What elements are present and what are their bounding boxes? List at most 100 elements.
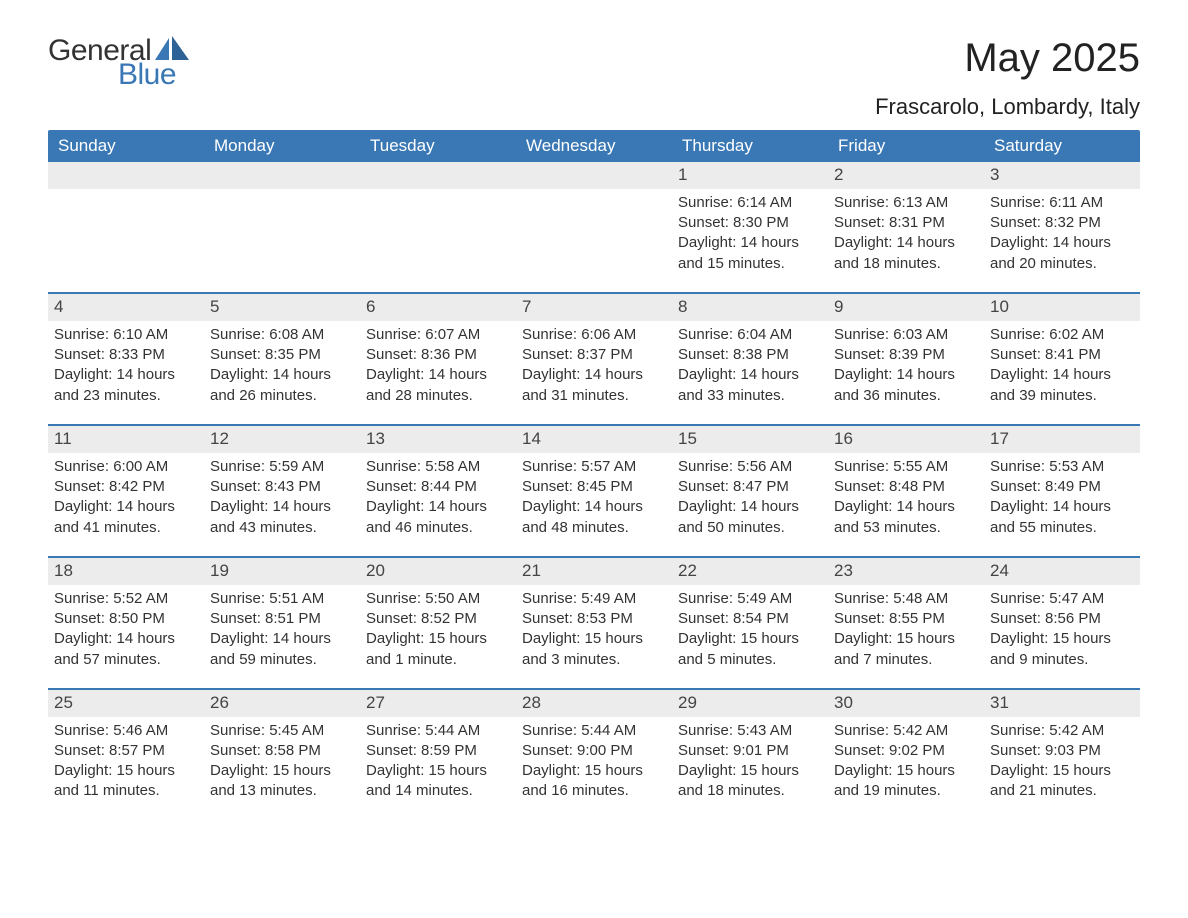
sunrise-line: Sunrise: 6:08 AM bbox=[210, 325, 352, 345]
day-number: 4 bbox=[48, 294, 204, 321]
calendar-cell: 25Sunrise: 5:46 AMSunset: 8:57 PMDayligh… bbox=[48, 688, 204, 820]
sunset-line: Sunset: 8:56 PM bbox=[990, 609, 1132, 629]
calendar-cell: 27Sunrise: 5:44 AMSunset: 8:59 PMDayligh… bbox=[360, 688, 516, 820]
day-number: 6 bbox=[360, 294, 516, 321]
sunrise-line: Sunrise: 5:55 AM bbox=[834, 457, 976, 477]
calendar-cell: 6 Sunrise: 6:07 AMSunset: 8:36 PMDaylight… bbox=[360, 292, 516, 424]
day-number: 1 bbox=[672, 162, 828, 189]
sunset-line: Sunset: 8:44 PM bbox=[366, 477, 508, 497]
daylight-line-1: Daylight: 15 hours bbox=[522, 629, 664, 649]
sunrise-line: Sunrise: 5:47 AM bbox=[990, 589, 1132, 609]
calendar-cell: 20Sunrise: 5:50 AMSunset: 8:52 PMDayligh… bbox=[360, 556, 516, 688]
day-number bbox=[204, 162, 360, 189]
daylight-line-1: Daylight: 14 hours bbox=[990, 497, 1132, 517]
daylight-line-2: and 36 minutes. bbox=[834, 386, 976, 406]
calendar-cell: 21Sunrise: 5:49 AMSunset: 8:53 PMDayligh… bbox=[516, 556, 672, 688]
weekday-header: Wednesday bbox=[516, 130, 672, 162]
daylight-line-2: and 13 minutes. bbox=[210, 781, 352, 801]
daylight-line-2: and 11 minutes. bbox=[54, 781, 196, 801]
title-block: May 2025 bbox=[964, 36, 1140, 81]
sunset-line: Sunset: 8:31 PM bbox=[834, 213, 976, 233]
daylight-line-1: Daylight: 14 hours bbox=[54, 629, 196, 649]
daylight-line-1: Daylight: 14 hours bbox=[366, 497, 508, 517]
sunset-line: Sunset: 8:57 PM bbox=[54, 741, 196, 761]
sunset-line: Sunset: 9:02 PM bbox=[834, 741, 976, 761]
daylight-line-1: Daylight: 15 hours bbox=[210, 761, 352, 781]
weekday-header: Friday bbox=[828, 130, 984, 162]
sunset-line: Sunset: 9:03 PM bbox=[990, 741, 1132, 761]
sunset-line: Sunset: 8:39 PM bbox=[834, 345, 976, 365]
day-number: 25 bbox=[48, 690, 204, 717]
daylight-line-2: and 33 minutes. bbox=[678, 386, 820, 406]
sunrise-line: Sunrise: 5:42 AM bbox=[990, 721, 1132, 741]
sunrise-line: Sunrise: 5:44 AM bbox=[522, 721, 664, 741]
sunset-line: Sunset: 9:01 PM bbox=[678, 741, 820, 761]
sunset-line: Sunset: 8:58 PM bbox=[210, 741, 352, 761]
sunrise-line: Sunrise: 5:53 AM bbox=[990, 457, 1132, 477]
daylight-line-2: and 1 minute. bbox=[366, 650, 508, 670]
day-number: 29 bbox=[672, 690, 828, 717]
day-number: 30 bbox=[828, 690, 984, 717]
calendar-cell: 13 Sunrise: 5:58 AMSunset: 8:44 PMDayligh… bbox=[360, 424, 516, 556]
day-number bbox=[516, 162, 672, 189]
daylight-line-1: Daylight: 15 hours bbox=[834, 761, 976, 781]
daylight-line-1: Daylight: 14 hours bbox=[990, 365, 1132, 385]
calendar-cell: 2Sunrise: 6:13 AMSunset: 8:31 PMDaylight… bbox=[828, 162, 984, 292]
weekday-header: Tuesday bbox=[360, 130, 516, 162]
daylight-line-2: and 57 minutes. bbox=[54, 650, 196, 670]
day-number: 16 bbox=[828, 426, 984, 453]
day-number: 12 bbox=[204, 426, 360, 453]
daylight-line-2: and 26 minutes. bbox=[210, 386, 352, 406]
daylight-line-1: Daylight: 14 hours bbox=[210, 365, 352, 385]
calendar-cell: 15Sunrise: 5:56 AMSunset: 8:47 PMDayligh… bbox=[672, 424, 828, 556]
sunrise-line: Sunrise: 6:06 AM bbox=[522, 325, 664, 345]
sunrise-line: Sunrise: 6:04 AM bbox=[678, 325, 820, 345]
sunset-line: Sunset: 8:53 PM bbox=[522, 609, 664, 629]
day-number: 13 bbox=[360, 426, 516, 453]
weekday-header: Monday bbox=[204, 130, 360, 162]
calendar-cell: 22Sunrise: 5:49 AMSunset: 8:54 PMDayligh… bbox=[672, 556, 828, 688]
calendar-cell: 30Sunrise: 5:42 AMSunset: 9:02 PMDayligh… bbox=[828, 688, 984, 820]
daylight-line-1: Daylight: 15 hours bbox=[366, 629, 508, 649]
sunset-line: Sunset: 8:37 PM bbox=[522, 345, 664, 365]
daylight-line-2: and 55 minutes. bbox=[990, 518, 1132, 538]
sunrise-line: Sunrise: 6:14 AM bbox=[678, 193, 820, 213]
daylight-line-2: and 46 minutes. bbox=[366, 518, 508, 538]
sunrise-line: Sunrise: 5:58 AM bbox=[366, 457, 508, 477]
daylight-line-1: Daylight: 14 hours bbox=[678, 365, 820, 385]
day-number: 24 bbox=[984, 558, 1140, 585]
day-number: 19 bbox=[204, 558, 360, 585]
sunrise-line: Sunrise: 5:56 AM bbox=[678, 457, 820, 477]
daylight-line-2: and 53 minutes. bbox=[834, 518, 976, 538]
calendar-cell: 29Sunrise: 5:43 AMSunset: 9:01 PMDayligh… bbox=[672, 688, 828, 820]
calendar-cell: 1Sunrise: 6:14 AMSunset: 8:30 PMDaylight… bbox=[672, 162, 828, 292]
calendar-cell: 14Sunrise: 5:57 AMSunset: 8:45 PMDayligh… bbox=[516, 424, 672, 556]
day-number: 23 bbox=[828, 558, 984, 585]
daylight-line-1: Daylight: 14 hours bbox=[678, 233, 820, 253]
sunset-line: Sunset: 8:45 PM bbox=[522, 477, 664, 497]
calendar: SundayMondayTuesdayWednesdayThursdayFrid… bbox=[48, 130, 1140, 820]
sunset-line: Sunset: 8:32 PM bbox=[990, 213, 1132, 233]
daylight-line-1: Daylight: 14 hours bbox=[54, 497, 196, 517]
sunset-line: Sunset: 8:36 PM bbox=[366, 345, 508, 365]
sunrise-line: Sunrise: 5:59 AM bbox=[210, 457, 352, 477]
sunset-line: Sunset: 8:59 PM bbox=[366, 741, 508, 761]
daylight-line-1: Daylight: 15 hours bbox=[366, 761, 508, 781]
sunset-line: Sunset: 8:43 PM bbox=[210, 477, 352, 497]
daylight-line-2: and 39 minutes. bbox=[990, 386, 1132, 406]
daylight-line-2: and 20 minutes. bbox=[990, 254, 1132, 274]
daylight-line-2: and 14 minutes. bbox=[366, 781, 508, 801]
daylight-line-2: and 43 minutes. bbox=[210, 518, 352, 538]
daylight-line-1: Daylight: 14 hours bbox=[366, 365, 508, 385]
calendar-cell: 17Sunrise: 5:53 AMSunset: 8:49 PMDayligh… bbox=[984, 424, 1140, 556]
calendar-cell: 28Sunrise: 5:44 AMSunset: 9:00 PMDayligh… bbox=[516, 688, 672, 820]
day-number: 31 bbox=[984, 690, 1140, 717]
daylight-line-1: Daylight: 15 hours bbox=[834, 629, 976, 649]
sunrise-line: Sunrise: 6:07 AM bbox=[366, 325, 508, 345]
sunset-line: Sunset: 8:51 PM bbox=[210, 609, 352, 629]
day-number: 15 bbox=[672, 426, 828, 453]
daylight-line-2: and 59 minutes. bbox=[210, 650, 352, 670]
weekday-header: Sunday bbox=[48, 130, 204, 162]
sunrise-line: Sunrise: 5:57 AM bbox=[522, 457, 664, 477]
sunset-line: Sunset: 8:47 PM bbox=[678, 477, 820, 497]
